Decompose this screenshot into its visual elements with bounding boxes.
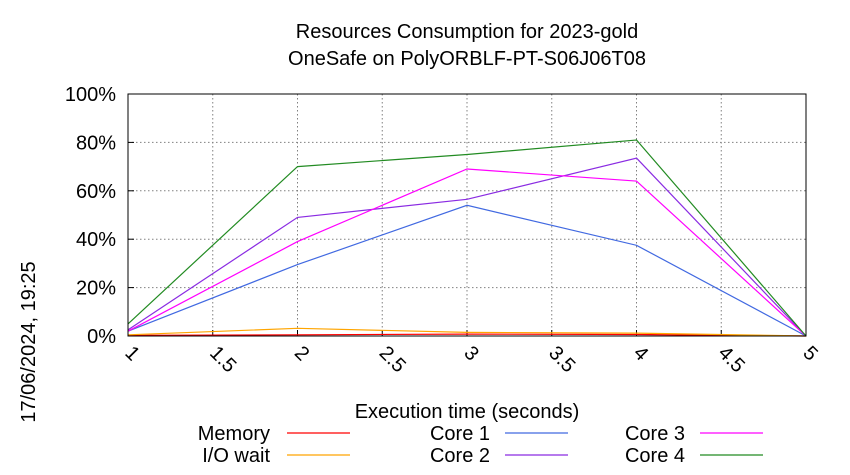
- x-axis-label: Execution time (seconds): [355, 401, 580, 423]
- legend-item: Core 4: [625, 445, 763, 467]
- plot-frame: [127, 93, 807, 337]
- x-tick-label: 2.5: [375, 342, 410, 377]
- legend-label: Memory: [198, 423, 270, 445]
- x-tick-label: 2: [290, 342, 313, 365]
- y-tick-label: 0%: [87, 326, 116, 348]
- grid: [127, 93, 807, 337]
- y-tick-label: 80%: [76, 132, 116, 154]
- y-tick-label: 100%: [65, 84, 116, 106]
- series-line-memory: [127, 333, 807, 337]
- legend-label: Core 3: [625, 423, 685, 445]
- x-tick-label: 3: [459, 342, 482, 365]
- chart-subtitle: OneSafe on PolyORBLF-PT-S06J06T08: [288, 48, 646, 70]
- legend-item: I/O wait: [202, 445, 350, 467]
- timestamp: 17/06/2024, 19:25: [18, 261, 40, 422]
- legend-item: Core 3: [625, 423, 763, 445]
- legend-label: Core 2: [430, 445, 490, 467]
- series-line-core-4: [127, 139, 807, 337]
- series-line-i-o-wait: [127, 327, 807, 337]
- legend-item: Core 2: [430, 445, 568, 467]
- series-line-core-1: [127, 204, 807, 337]
- legend-label: I/O wait: [202, 445, 270, 467]
- legend-item: Memory: [198, 423, 350, 445]
- y-tick-label: 40%: [76, 229, 116, 251]
- y-tick-labels: 0% 20% 40% 60% 80% 100%: [65, 84, 116, 348]
- y-tick-label: 60%: [76, 181, 116, 203]
- series-line-core-2: [127, 157, 807, 337]
- series-lines: [127, 139, 807, 337]
- x-tick-labels: 1 1.5 2 2.5 3 3.5 4 4.5 5: [120, 342, 821, 377]
- legend-item: Core 1: [430, 423, 568, 445]
- x-tick-label: 3.5: [544, 342, 579, 377]
- x-tick-label: 4: [629, 342, 652, 365]
- x-tick-label: 4.5: [714, 342, 749, 377]
- series-line-core-3: [127, 168, 807, 337]
- y-tick-label: 20%: [76, 278, 116, 300]
- x-tick-label: 1: [120, 342, 143, 365]
- legend-label: Core 4: [625, 445, 685, 467]
- legend-label: Core 1: [430, 423, 490, 445]
- x-tick-label: 5: [798, 342, 821, 365]
- chart-title: Resources Consumption for 2023-gold: [296, 21, 638, 43]
- x-tick-label: 1.5: [205, 342, 240, 377]
